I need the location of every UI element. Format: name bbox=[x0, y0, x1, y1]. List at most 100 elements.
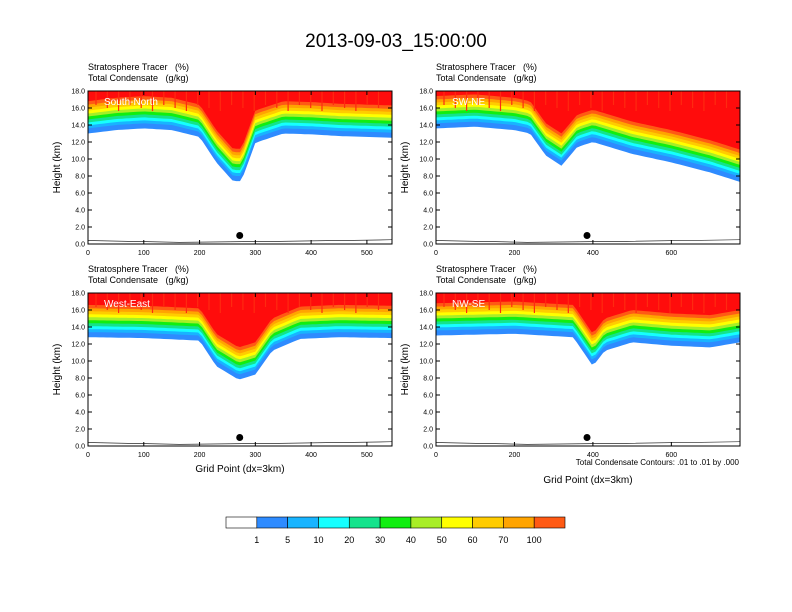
y-tick-label: 10.0 bbox=[419, 359, 433, 366]
x-tick-label: 100 bbox=[138, 250, 150, 257]
colorbar-swatch bbox=[410, 516, 443, 529]
x-tick-label: 200 bbox=[509, 250, 521, 257]
x-tick-label: 0 bbox=[86, 452, 90, 459]
x-tick-label: 200 bbox=[194, 452, 206, 459]
y-tick-label: 4.0 bbox=[75, 410, 85, 417]
panel-header-line2: Total Condensate (g/kg) bbox=[88, 275, 189, 285]
y-axis-label: Height (km) bbox=[52, 142, 63, 194]
surface-contour bbox=[435, 239, 741, 243]
x-tick-label: 400 bbox=[587, 452, 599, 459]
panel-header-sw-ne: Stratosphere Tracer (%) Total Condensate… bbox=[436, 62, 537, 84]
y-axis-label: Height (km) bbox=[400, 344, 411, 396]
y-tick-label: 14.0 bbox=[419, 325, 433, 332]
y-tick-label: 6.0 bbox=[75, 191, 85, 198]
figure-title: 2013-09-03_15:00:00 bbox=[305, 31, 487, 52]
y-tick-label: 12.0 bbox=[419, 342, 433, 349]
y-tick-label: 0.0 bbox=[75, 444, 85, 451]
panel-header-line1: Stratosphere Tracer (%) bbox=[88, 264, 190, 274]
x-tick-label: 300 bbox=[249, 250, 261, 257]
colorbar-label: 60 bbox=[468, 535, 478, 545]
x-tick-label: 600 bbox=[666, 250, 678, 257]
location-marker bbox=[583, 232, 591, 239]
colorbar-swatch bbox=[256, 516, 288, 529]
chart-panel-south-north: 0.0 2.0 4.0 6.0 8.0 10.0 12.0 14.0 16.0 18.0 0 100 2… bbox=[52, 89, 393, 257]
colorbar-swatch bbox=[379, 516, 412, 529]
colorbar-swatch bbox=[348, 516, 381, 529]
colorbar-swatch bbox=[533, 516, 566, 529]
y-tick-label: 6.0 bbox=[423, 191, 433, 198]
x-tick-label: 200 bbox=[509, 452, 521, 459]
surface-contour bbox=[87, 441, 393, 445]
panel-header-west-east: Stratosphere Tracer (%) Total Condensate… bbox=[88, 264, 189, 286]
y-tick-label: 14.0 bbox=[71, 325, 85, 332]
contour-band-11 bbox=[88, 91, 392, 149]
colorbar-label: 10 bbox=[313, 535, 323, 545]
y-tick-label: 0.0 bbox=[423, 242, 433, 249]
panel-header-nw-se: Stratosphere Tracer (%) Total Condensate… bbox=[436, 264, 537, 286]
plot-frame bbox=[87, 90, 393, 245]
colorbar-label: 50 bbox=[437, 535, 447, 545]
y-tick-label: 2.0 bbox=[423, 225, 433, 232]
x-tick-label: 0 bbox=[434, 250, 438, 257]
x-tick-label: 300 bbox=[249, 452, 261, 459]
colorbar-swatch bbox=[472, 516, 504, 529]
y-tick-label: 6.0 bbox=[423, 393, 433, 400]
chart-panel-west-east: 0.0 2.0 4.0 6.0 8.0 10.0 12.0 14.0 16.0 18.0 0 100 2… bbox=[52, 291, 393, 475]
plot-frame bbox=[435, 90, 741, 245]
y-tick-label: 10.0 bbox=[71, 359, 85, 366]
y-tick-label: 10.0 bbox=[71, 157, 85, 164]
y-tick-label: 12.0 bbox=[71, 140, 85, 147]
panel-header-line1: Stratosphere Tracer (%) bbox=[436, 264, 538, 274]
y-tick-label: 18.0 bbox=[71, 291, 85, 298]
x-tick-label: 400 bbox=[587, 250, 599, 257]
panel-title: South-North bbox=[104, 97, 158, 108]
panel-title: West-East bbox=[104, 299, 150, 310]
surface-contour bbox=[87, 239, 393, 243]
x-axis-label: Grid Point (dx=3km) bbox=[195, 464, 284, 475]
y-tick-label: 18.0 bbox=[71, 89, 85, 96]
location-marker bbox=[583, 434, 591, 441]
y-tick-label: 16.0 bbox=[419, 308, 433, 315]
contour-band-11 bbox=[436, 293, 740, 333]
y-tick-label: 4.0 bbox=[423, 208, 433, 215]
panel-header-line2: Total Condensate (g/kg) bbox=[436, 275, 537, 285]
location-marker bbox=[236, 434, 244, 441]
colorbar: 1 5 10 20 30 40 50 60 70 100 bbox=[225, 516, 566, 545]
panel-header-line2: Total Condensate (g/kg) bbox=[436, 73, 537, 83]
x-tick-label: 600 bbox=[666, 452, 678, 459]
chart-panel-sw-ne: 0.0 2.0 4.0 6.0 8.0 10.0 12.0 14.0 16.0 18.0 0 200 4… bbox=[400, 89, 741, 257]
colorbar-swatch bbox=[441, 516, 473, 529]
chart-panel-nw-se: 0.0 2.0 4.0 6.0 8.0 10.0 12.0 14.0 16.0 18.0 0 200 4… bbox=[400, 291, 741, 486]
y-tick-label: 2.0 bbox=[75, 427, 85, 434]
contour-band-11 bbox=[436, 91, 740, 150]
colorbar-swatch bbox=[318, 516, 350, 529]
y-tick-label: 8.0 bbox=[423, 174, 433, 181]
y-tick-label: 8.0 bbox=[75, 174, 85, 181]
colorbar-label: 30 bbox=[375, 535, 385, 545]
y-tick-label: 4.0 bbox=[423, 410, 433, 417]
x-tick-label: 0 bbox=[434, 452, 438, 459]
plot-frame bbox=[87, 292, 393, 447]
y-tick-label: 12.0 bbox=[419, 140, 433, 147]
y-tick-label: 8.0 bbox=[75, 376, 85, 383]
location-marker bbox=[236, 232, 244, 239]
colorbar-swatch bbox=[287, 516, 319, 529]
panel-title: NW-SE bbox=[452, 299, 485, 310]
x-tick-label: 0 bbox=[86, 250, 90, 257]
x-axis-label: Grid Point (dx=3km) bbox=[543, 475, 632, 486]
y-tick-label: 12.0 bbox=[71, 342, 85, 349]
y-tick-label: 2.0 bbox=[75, 225, 85, 232]
x-tick-label: 500 bbox=[361, 452, 373, 459]
colorbar-label: 40 bbox=[406, 535, 416, 545]
colorbar-label: 5 bbox=[285, 535, 290, 545]
panel-header-south-north: Stratosphere Tracer (%) Total Condensate… bbox=[88, 62, 189, 84]
y-tick-label: 0.0 bbox=[75, 242, 85, 249]
y-tick-label: 14.0 bbox=[419, 123, 433, 130]
y-tick-label: 8.0 bbox=[423, 376, 433, 383]
colorbar-label: 20 bbox=[344, 535, 354, 545]
panel-title: SW-NE bbox=[452, 97, 485, 108]
x-tick-label: 200 bbox=[194, 250, 206, 257]
surface-contour bbox=[435, 441, 741, 445]
y-tick-label: 16.0 bbox=[71, 106, 85, 113]
